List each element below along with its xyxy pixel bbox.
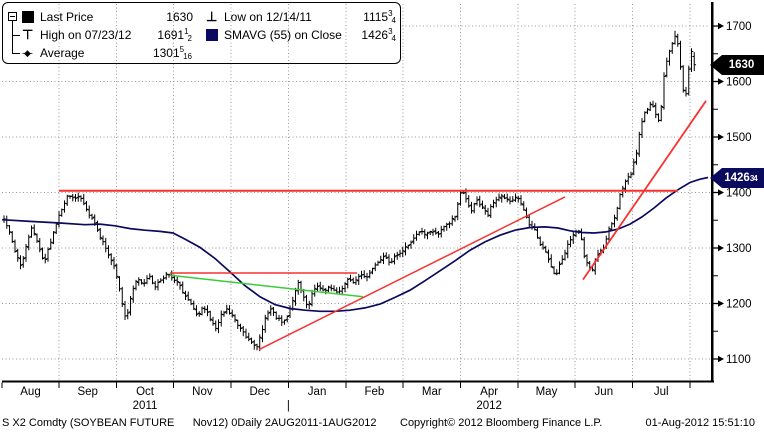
status-bar: S X2 Comdty (SOYBEAN FUTURE Nov12) 0Dail… xyxy=(0,415,764,432)
legend-label: SMAVG (55) on Close xyxy=(224,28,342,42)
y-axis-label: 1100 xyxy=(726,354,751,366)
year-label: 2012 xyxy=(476,400,502,412)
month-label: Apr xyxy=(480,386,498,398)
month-label: Nov xyxy=(192,386,213,398)
high-marker-icon xyxy=(22,28,37,42)
trendline-descending-green-line[interactable] xyxy=(169,274,364,298)
legend-item-last-price[interactable]: Last Price 1630 xyxy=(22,9,193,25)
legend-value: 111534 xyxy=(363,9,396,25)
year-divider: | xyxy=(287,400,290,412)
y-axis-tick-arrow xyxy=(718,22,724,30)
legend-label: High on 07/23/12 xyxy=(40,28,132,42)
legend-item-low[interactable]: Low on 12/14/11 111534 xyxy=(206,9,396,25)
month-label: May xyxy=(536,386,558,398)
average-marker-icon xyxy=(22,46,37,60)
year-label: 2011 xyxy=(133,400,158,412)
y-axis-label: 1200 xyxy=(726,299,752,311)
last-price-swatch-icon xyxy=(22,10,37,24)
month-label: Jan xyxy=(308,386,327,398)
y-axis-tick-arrow xyxy=(718,78,724,85)
legend-label: Last Price xyxy=(40,10,94,24)
month-label: Feb xyxy=(365,386,385,398)
y-axis-label: 1300 xyxy=(726,243,752,255)
legend-tree-branch xyxy=(12,53,20,54)
legend-label: Average xyxy=(40,46,85,60)
legend-value: 142634 xyxy=(361,27,396,43)
y-axis-tick-arrow xyxy=(718,300,724,307)
timestamp: 01-Aug-2012 15:51:10 xyxy=(645,417,755,429)
legend-collapse-icon[interactable] xyxy=(8,12,17,21)
smavg-axis-badge: 1426 3 4 xyxy=(710,168,764,188)
legend-tree-line xyxy=(12,21,13,54)
y-axis-tick-arrow xyxy=(718,355,724,363)
y-axis-tick-arrow xyxy=(718,244,724,252)
low-marker-icon xyxy=(206,10,221,24)
month-label: Mar xyxy=(422,386,442,398)
month-label: Aug xyxy=(20,386,40,398)
smavg-55-line xyxy=(1,176,709,313)
legend-item-high[interactable]: High on 07/23/12 169112 xyxy=(22,27,192,43)
legend-item-average[interactable]: Average 1301516 xyxy=(22,45,192,61)
legend-tree-branch xyxy=(12,35,20,36)
y-axis-tick-arrow xyxy=(718,133,724,141)
smavg-swatch-icon xyxy=(206,28,221,42)
month-label: Sep xyxy=(77,386,97,398)
trendline-uptrend-2[interactable] xyxy=(582,100,707,281)
legend-item-smavg[interactable]: SMAVG (55) on Close 142634 xyxy=(206,27,396,43)
month-label: Dec xyxy=(249,386,270,398)
last-price-axis-badge: 1630 xyxy=(710,55,764,75)
legend-box: Last Price 1630 High on 07/23/12 169112 … xyxy=(2,2,401,64)
legend-value: 169112 xyxy=(157,27,192,43)
trendline-uptrend-1[interactable] xyxy=(258,196,566,351)
security-description: S X2 Comdty (SOYBEAN FUTURE Nov12) 0Dail… xyxy=(2,417,377,429)
legend-value: 1301516 xyxy=(152,45,192,61)
legend-label: Low on 12/14/11 xyxy=(224,10,312,24)
y-axis-label: 1400 xyxy=(726,188,752,200)
y-axis-tick-arrow xyxy=(718,189,724,196)
legend-value: 1630 xyxy=(166,10,193,24)
y-axis-label: 1600 xyxy=(726,77,752,89)
copyright-text: Copyright© 2012 Bloomberg Finance L.P. xyxy=(400,417,603,429)
y-axis-label: 1700 xyxy=(726,21,752,33)
month-label: Jul xyxy=(654,386,669,398)
y-axis-label: 1500 xyxy=(726,132,752,144)
month-label: Jun xyxy=(595,386,614,398)
month-label: Oct xyxy=(136,386,155,398)
